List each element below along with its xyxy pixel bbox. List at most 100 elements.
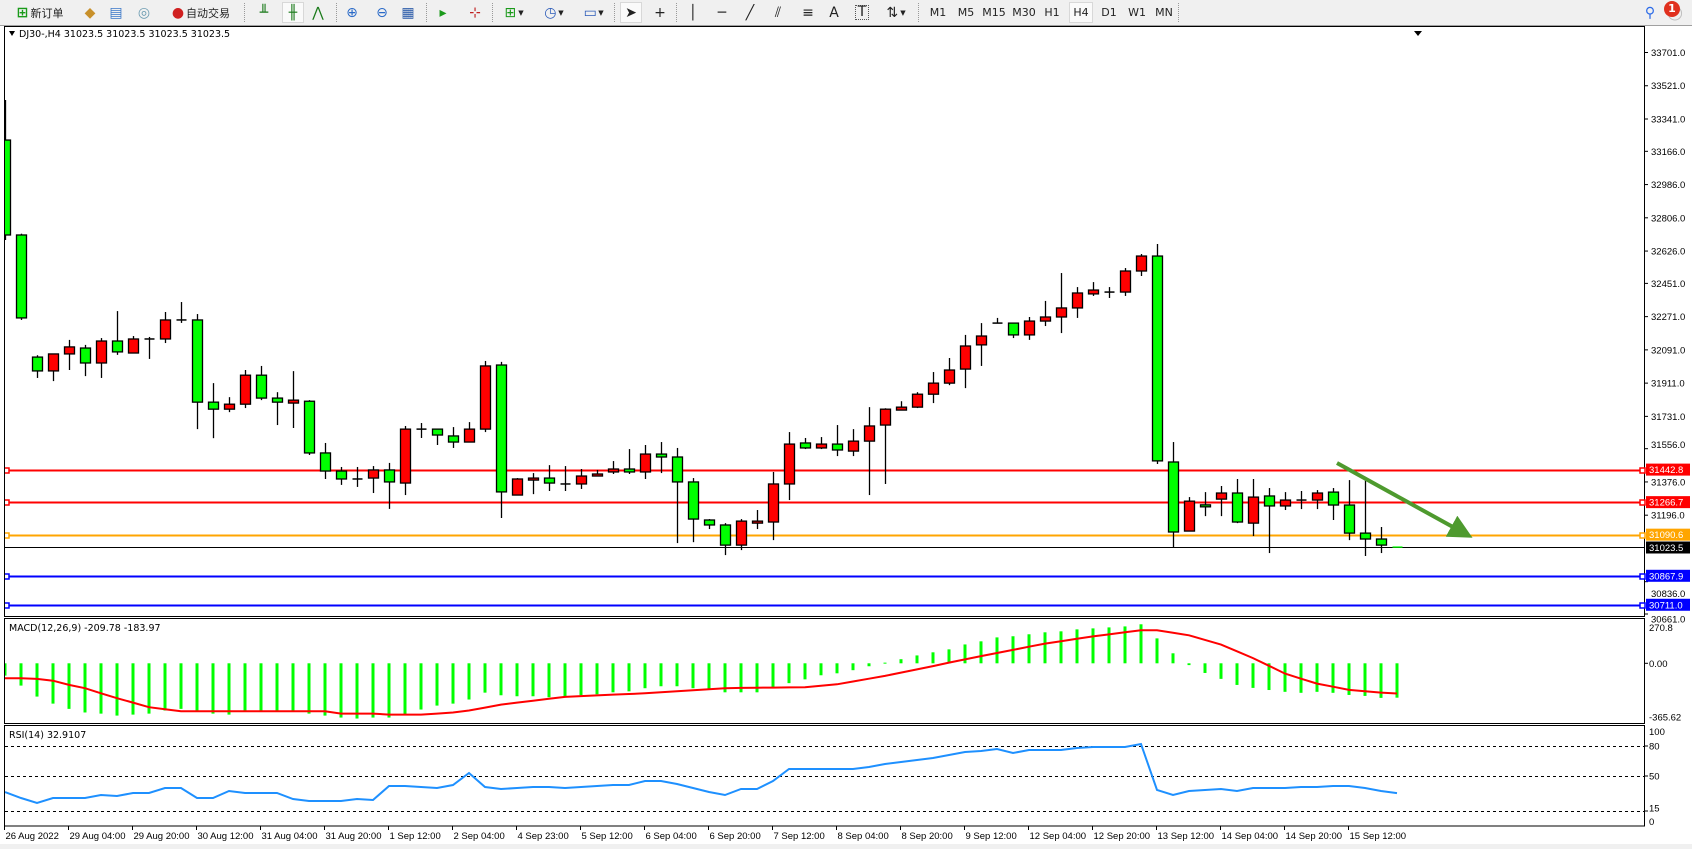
candle xyxy=(1119,268,1132,296)
candle-body xyxy=(959,345,972,370)
trend-arrow[interactable] xyxy=(1336,461,1473,538)
line-handle[interactable] xyxy=(1639,573,1646,580)
line-handle[interactable] xyxy=(4,573,10,580)
toolbar-separator xyxy=(918,3,920,22)
macd-histogram-bar xyxy=(867,663,871,667)
timeframe-w1-button[interactable]: W1 xyxy=(1128,6,1146,19)
line-handle[interactable] xyxy=(4,499,10,506)
tile-windows-button[interactable]: ▦ xyxy=(398,3,418,22)
line-handle[interactable] xyxy=(1639,499,1646,506)
new-window-button[interactable]: ⊞ ▼ xyxy=(496,3,530,22)
line-handle[interactable] xyxy=(1639,532,1646,539)
candle-body xyxy=(943,369,956,384)
candle xyxy=(159,312,172,344)
macd-axis-label: -365.62 xyxy=(1649,713,1681,724)
trend-line-button[interactable]: ╱ xyxy=(740,3,760,22)
macd-histogram-bar xyxy=(307,663,311,714)
arrows-icon: ⇅ xyxy=(886,4,899,21)
candle xyxy=(1311,490,1324,510)
time-axis-label: 12 Sep 20:00 xyxy=(1094,831,1151,842)
candle xyxy=(1375,527,1388,554)
macd-histogram-bar xyxy=(227,663,231,715)
candlestick-series xyxy=(5,99,1403,557)
price-line-label-bg xyxy=(1646,496,1690,509)
template-button[interactable]: ▭ ▼ xyxy=(576,3,610,22)
candle xyxy=(191,314,204,430)
line-handle[interactable] xyxy=(4,602,10,609)
candle xyxy=(943,358,956,386)
time-axis-label: 31 Aug 04:00 xyxy=(262,831,318,842)
line-handle[interactable] xyxy=(1639,467,1646,474)
timeframe-m15-button[interactable]: M15 xyxy=(982,6,1006,19)
macd-histogram-bar xyxy=(595,663,599,695)
macd-histogram-bar xyxy=(1107,627,1111,664)
candle xyxy=(992,317,1003,324)
candle xyxy=(79,344,92,377)
chart-shift-marker[interactable] xyxy=(1414,31,1422,36)
timeframe-h1-button[interactable]: H1 xyxy=(1044,6,1060,19)
price-line-label-bg xyxy=(1646,598,1690,611)
timeframe-mn-button[interactable]: MN xyxy=(1155,6,1173,19)
timeframe-m5-button[interactable]: M5 xyxy=(957,6,975,19)
toolbar-separator xyxy=(492,3,494,22)
timeframe-d1-button[interactable]: D1 xyxy=(1101,6,1117,19)
auto-scroll-button[interactable]: ▸ xyxy=(433,3,453,22)
candle xyxy=(1023,316,1036,340)
line-chart-button[interactable]: ⋀ xyxy=(308,3,328,22)
cursor-button[interactable]: ➤ xyxy=(620,2,642,23)
crosshair-button[interactable]: + xyxy=(650,3,670,22)
search-button[interactable]: ⚲ xyxy=(1640,3,1660,22)
candle-body xyxy=(95,340,108,364)
arrows-button[interactable]: ⇅ ▼ xyxy=(878,3,912,22)
rsi-panel-frame xyxy=(4,725,1645,827)
candlestick-chart-button[interactable]: ╫ xyxy=(282,2,304,23)
candle-body xyxy=(255,374,268,399)
time-axis-label: 15 Sep 12:00 xyxy=(1350,831,1407,842)
fibonacci-button[interactable]: ≡ xyxy=(798,3,818,22)
signals-button[interactable]: ◎ xyxy=(134,3,154,22)
candle xyxy=(1135,254,1148,276)
candle-body xyxy=(287,399,300,404)
time-axis-label: 14 Sep 04:00 xyxy=(1222,831,1279,842)
timeframe-m1-button[interactable]: M1 xyxy=(929,6,947,19)
zoom-out-icon: ⊖ xyxy=(376,4,388,21)
line-handle[interactable] xyxy=(4,532,10,539)
text-label-button[interactable]: A xyxy=(824,3,844,22)
candle xyxy=(1343,480,1356,541)
macd-histogram-bar xyxy=(819,663,823,676)
candle-body xyxy=(1327,491,1340,506)
navigator-button[interactable]: ▤ xyxy=(106,3,126,22)
bar-chart-button[interactable]: ╨ xyxy=(254,3,274,22)
chart-shift-icon: ⊹ xyxy=(469,4,481,21)
channel-icon: ⫽ xyxy=(774,4,782,21)
chart-menu-triangle-icon[interactable] xyxy=(9,31,15,36)
candle-body xyxy=(271,397,284,403)
candle-body xyxy=(463,428,476,443)
line-handle[interactable] xyxy=(4,467,10,474)
text-label-icon: A xyxy=(829,4,839,21)
chart-shift-button[interactable]: ⊹ xyxy=(465,3,485,22)
candle xyxy=(687,478,700,543)
toolbar-separator xyxy=(244,3,246,22)
auto-trading-button[interactable]: ● 自动交易 xyxy=(162,3,238,22)
new-order-button[interactable]: ⊞ 新订单 xyxy=(6,3,72,22)
candle xyxy=(447,427,460,448)
zoom-out-button[interactable]: ⊖ xyxy=(372,3,392,22)
rsi-line xyxy=(5,742,1398,805)
macd-histogram-bar xyxy=(675,663,679,687)
candle-body xyxy=(543,477,556,484)
line-handle[interactable] xyxy=(1639,602,1646,609)
timeframe-m30-button[interactable]: M30 xyxy=(1012,6,1036,19)
vertical-line-button[interactable]: │ xyxy=(683,3,703,22)
candle-body xyxy=(831,443,844,451)
horizontal-line-button[interactable]: ─ xyxy=(712,3,732,22)
candle xyxy=(959,334,972,389)
channel-button[interactable]: ⫽ xyxy=(768,3,788,22)
zoom-in-button[interactable]: ⊕ xyxy=(342,3,362,22)
text-box-button[interactable]: T xyxy=(852,3,872,22)
macd-histogram-bar xyxy=(739,663,743,693)
market-watch-button[interactable]: ◆ xyxy=(80,3,100,22)
timeframe-h4-button[interactable]: H4 xyxy=(1069,2,1093,23)
periods-button[interactable]: ◷ ▼ xyxy=(536,3,570,22)
